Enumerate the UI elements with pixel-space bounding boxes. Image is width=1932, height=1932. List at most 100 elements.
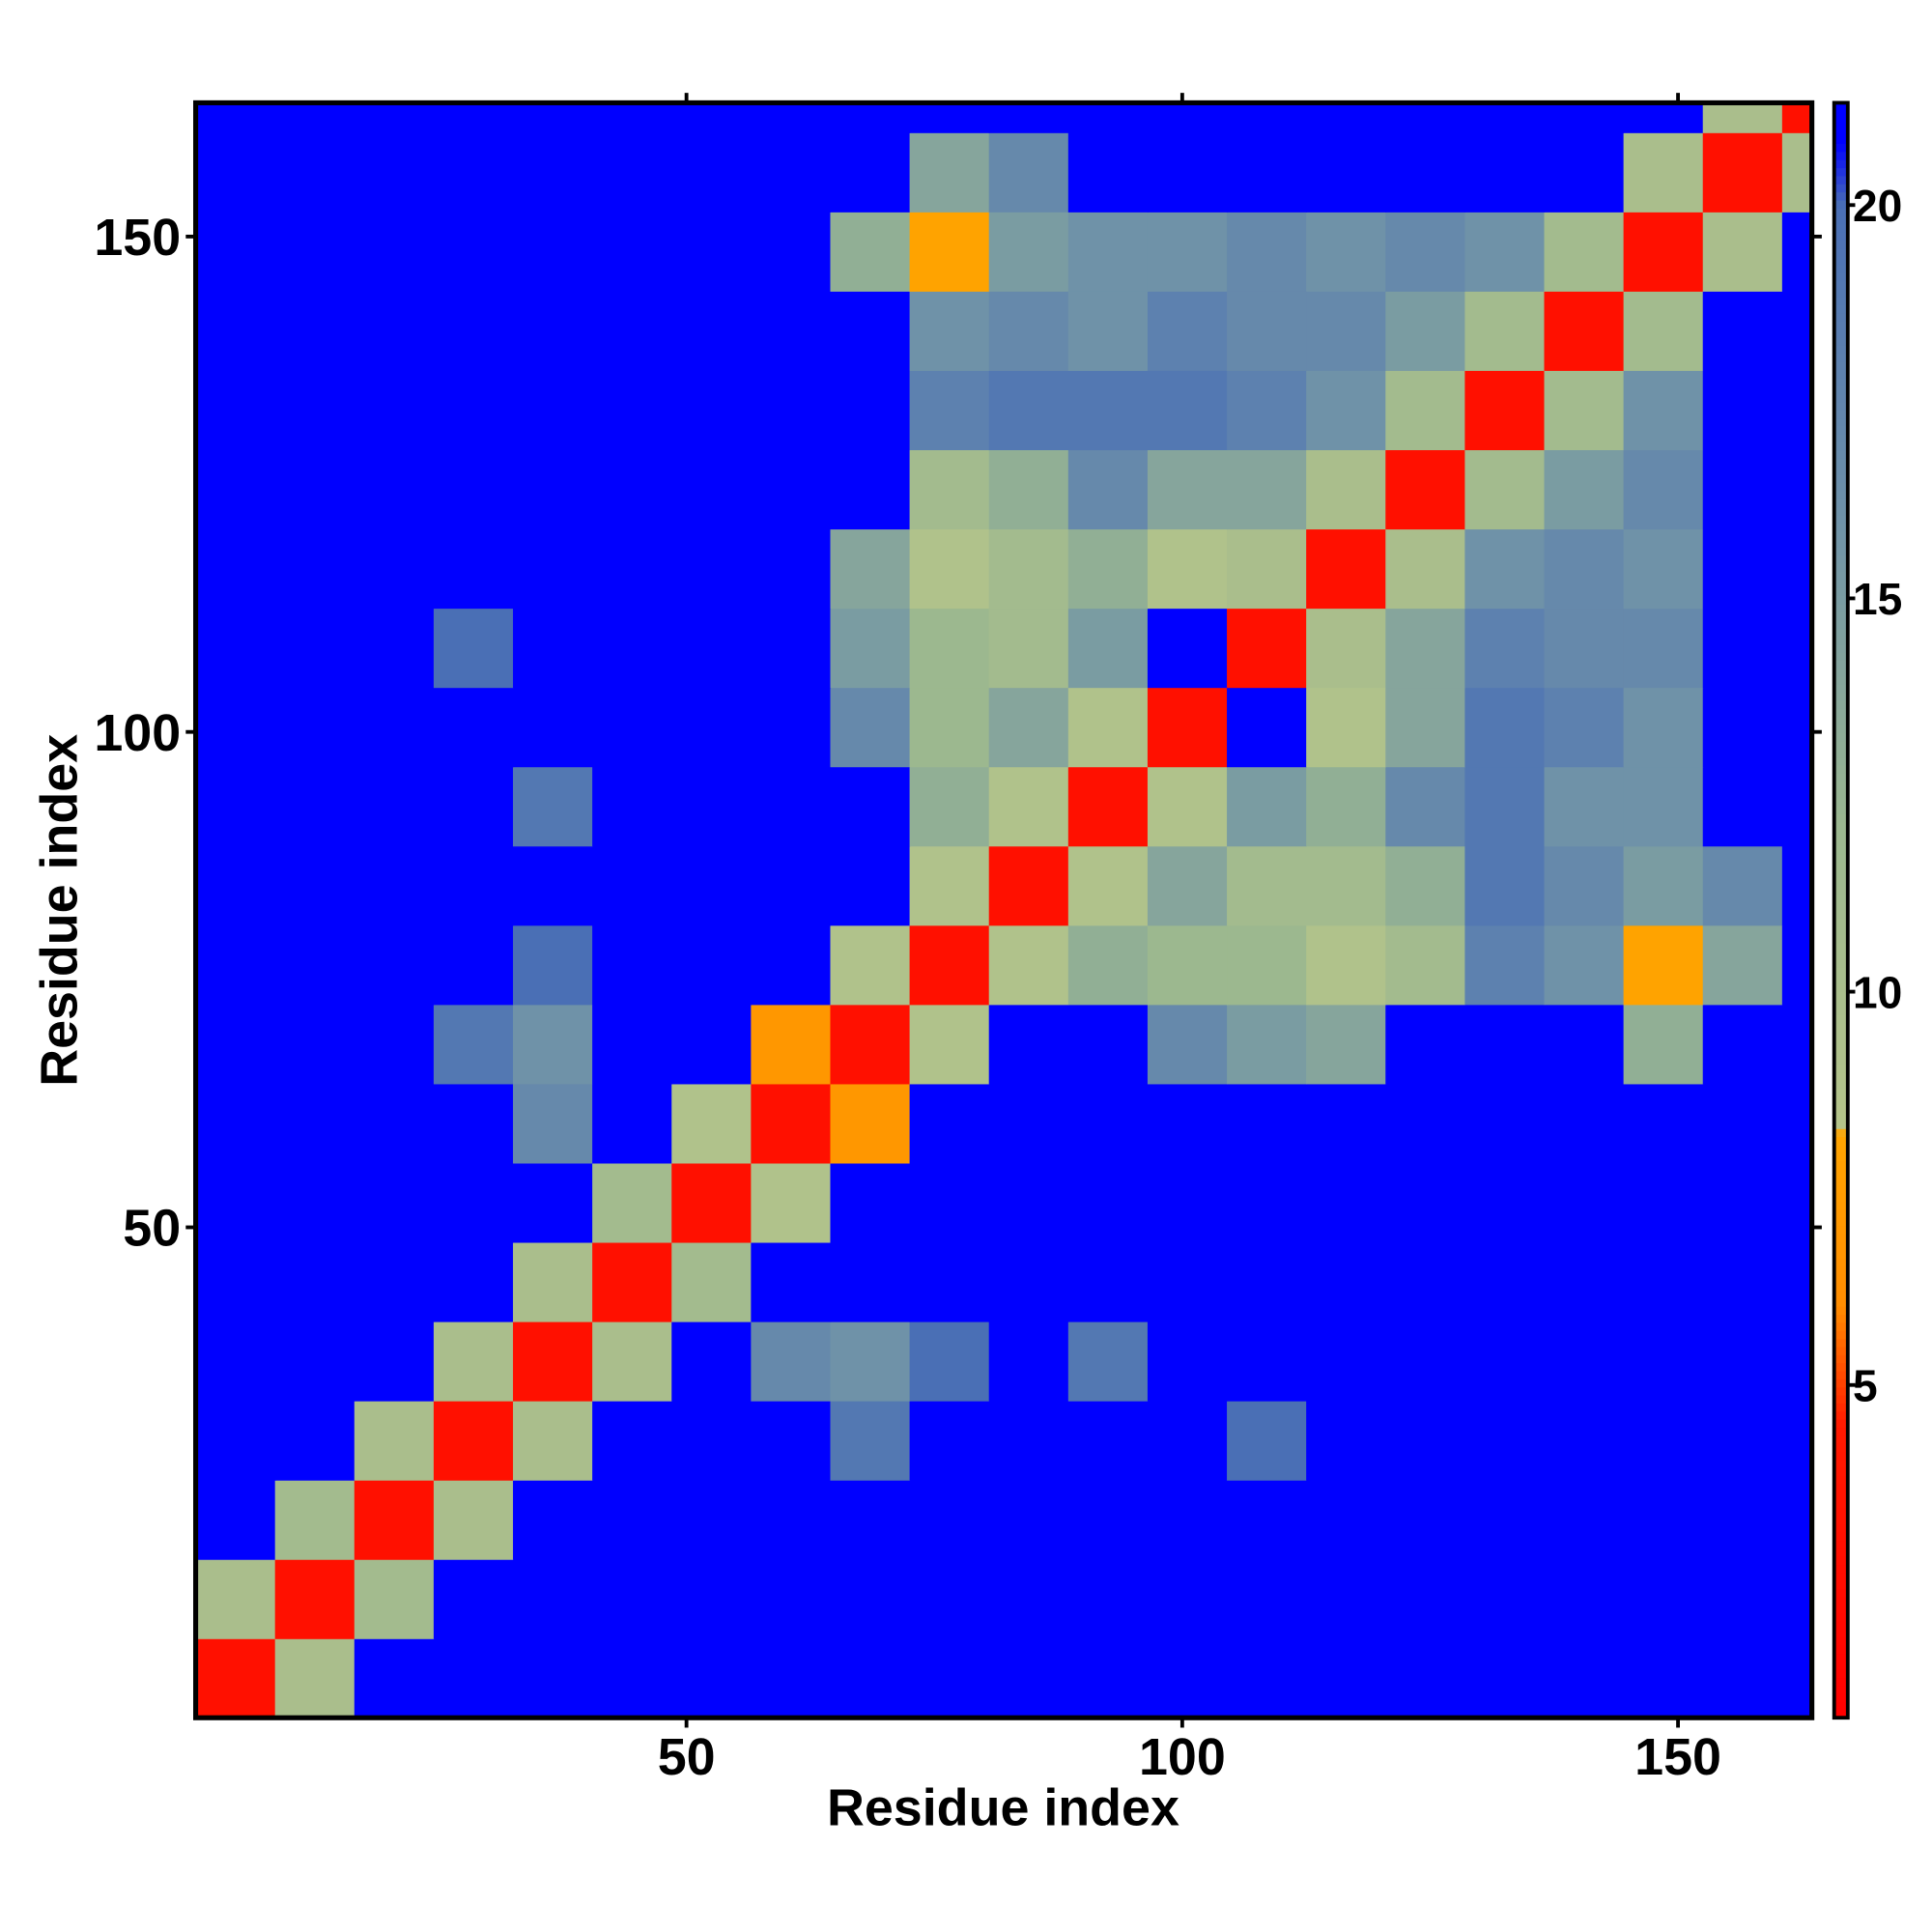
heatmap-cell bbox=[1702, 1321, 1783, 1402]
heatmap-cell bbox=[1464, 1401, 1546, 1481]
heatmap-cell bbox=[1623, 1162, 1704, 1243]
colorbar-segment bbox=[1833, 1531, 1848, 1542]
heatmap-cell bbox=[1544, 102, 1625, 133]
colorbar-segment bbox=[1833, 384, 1848, 395]
heatmap-cell bbox=[1227, 1004, 1307, 1085]
colorbar-segment bbox=[1833, 143, 1848, 153]
heatmap-cell bbox=[195, 1480, 276, 1560]
colorbar-segment bbox=[1833, 1136, 1848, 1146]
y-tick-label: 150 bbox=[94, 209, 181, 267]
heatmap-cell bbox=[1464, 132, 1546, 213]
colorbar-segment bbox=[1833, 288, 1848, 298]
heatmap-cell bbox=[751, 1241, 832, 1322]
colorbar-segment bbox=[1833, 797, 1848, 807]
heatmap-cell bbox=[751, 1004, 832, 1085]
heatmap-cell bbox=[1385, 924, 1466, 1006]
colorbar-segment bbox=[1833, 280, 1848, 290]
colorbar-frame bbox=[1832, 100, 1850, 1720]
colorbar-segment bbox=[1833, 1605, 1848, 1614]
heatmap-cell bbox=[354, 687, 435, 768]
x-tick-label: 100 bbox=[1139, 1728, 1226, 1786]
heatmap-cell bbox=[354, 212, 435, 292]
heatmap-cell bbox=[1464, 845, 1546, 926]
heatmap-cell bbox=[1227, 1321, 1307, 1402]
heatmap-cell bbox=[1544, 1638, 1625, 1719]
colorbar-segment bbox=[1833, 1079, 1848, 1089]
colorbar-segment bbox=[1833, 1580, 1848, 1590]
heatmap-cell bbox=[671, 212, 753, 292]
heatmap-cell bbox=[1227, 924, 1307, 1006]
heatmap-cell bbox=[830, 132, 911, 213]
heatmap-cell bbox=[513, 528, 593, 610]
colorbar-segment bbox=[1833, 1338, 1848, 1348]
heatmap-cell bbox=[1702, 608, 1783, 689]
colorbar-segment bbox=[1833, 441, 1848, 451]
heatmap-cell bbox=[1544, 608, 1625, 689]
heatmap-cell bbox=[1306, 1559, 1386, 1639]
heatmap-cell bbox=[433, 1480, 514, 1560]
heatmap-cell bbox=[1702, 1162, 1783, 1243]
colorbar-segment bbox=[1833, 134, 1848, 144]
heatmap-cell bbox=[354, 1083, 435, 1164]
colorbar-segment bbox=[1833, 1281, 1848, 1291]
heatmap-cell bbox=[909, 766, 990, 847]
colorbar-segment bbox=[1833, 208, 1848, 217]
colorbar-segment bbox=[1833, 1112, 1848, 1122]
heatmap-cell bbox=[1227, 766, 1307, 847]
heatmap-cell bbox=[909, 608, 990, 689]
colorbar-segment bbox=[1833, 1120, 1848, 1129]
heatmap-cell bbox=[671, 1083, 753, 1164]
colorbar-segment bbox=[1833, 345, 1848, 355]
colorbar-segment bbox=[1833, 1321, 1848, 1331]
heatmap-cell bbox=[1623, 1004, 1704, 1085]
colorbar-segment bbox=[1833, 223, 1848, 233]
heatmap-cell bbox=[592, 1638, 672, 1719]
heatmap-cell bbox=[592, 449, 672, 530]
heatmap-cell bbox=[1781, 845, 1813, 926]
colorbar-segment bbox=[1833, 877, 1848, 887]
heatmap-cell bbox=[1147, 766, 1228, 847]
colorbar-segment bbox=[1833, 1483, 1848, 1492]
heatmap-cell bbox=[1623, 1241, 1704, 1322]
heatmap-cell bbox=[513, 1559, 593, 1639]
heatmap-cell bbox=[1623, 1559, 1704, 1639]
heatmap-cell bbox=[1544, 1401, 1625, 1481]
y-tick-label: 50 bbox=[123, 1200, 181, 1258]
heatmap-cell bbox=[751, 291, 832, 371]
colorbar-segment bbox=[1833, 360, 1848, 371]
heatmap-cell bbox=[1544, 1004, 1625, 1085]
heatmap-cell bbox=[1227, 1559, 1307, 1639]
heatmap-cell bbox=[1067, 291, 1149, 371]
heatmap-cell bbox=[1781, 102, 1813, 133]
colorbar-segment bbox=[1833, 312, 1848, 322]
colorbar-segment bbox=[1833, 1701, 1848, 1711]
heatmap-cell bbox=[1623, 1401, 1704, 1481]
colorbar-segment bbox=[1833, 1249, 1848, 1259]
heatmap-cell bbox=[1464, 212, 1546, 292]
y-tick-label: 100 bbox=[94, 704, 181, 762]
heatmap-cell bbox=[1623, 449, 1704, 530]
heatmap-cell bbox=[1781, 924, 1813, 1006]
colorbar-segment bbox=[1833, 1427, 1848, 1436]
heatmap-cell bbox=[1385, 687, 1466, 768]
heatmap-cell bbox=[671, 1321, 753, 1402]
colorbar-segment bbox=[1833, 603, 1848, 612]
heatmap-cell bbox=[195, 449, 276, 530]
heatmap-cell bbox=[1306, 1241, 1386, 1322]
heatmap-cell bbox=[988, 449, 1069, 530]
heatmap-cell bbox=[909, 1559, 990, 1639]
heatmap-cell bbox=[1147, 1162, 1228, 1243]
heatmap-cell bbox=[1306, 845, 1386, 926]
colorbar-segment bbox=[1833, 1265, 1848, 1275]
heatmap-cell bbox=[988, 132, 1069, 213]
heatmap-cell bbox=[513, 1162, 593, 1243]
heatmap-cell bbox=[274, 449, 355, 530]
colorbar-segment bbox=[1833, 1201, 1848, 1210]
colorbar-segment bbox=[1833, 473, 1848, 484]
heatmap-cell bbox=[513, 102, 593, 133]
heatmap-cell bbox=[274, 1480, 355, 1560]
colorbar-segment bbox=[1833, 1257, 1848, 1266]
heatmap-cell bbox=[830, 845, 911, 926]
colorbar-segment bbox=[1833, 304, 1848, 314]
